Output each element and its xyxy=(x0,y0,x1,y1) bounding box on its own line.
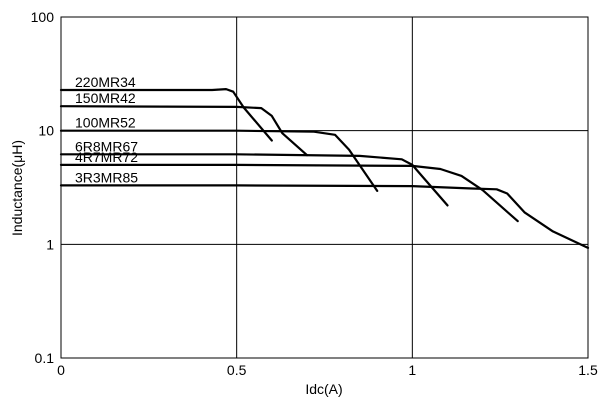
series-lines xyxy=(59,87,590,249)
series-line-150mr42 xyxy=(59,105,308,157)
series-line-220mr34 xyxy=(59,87,273,142)
y-tick-label: 1 xyxy=(46,236,54,252)
plot-frame xyxy=(60,16,589,359)
x-tick-label: 0.5 xyxy=(227,362,247,378)
y-tick-label: 100 xyxy=(31,9,55,25)
x-tick-label: 1.5 xyxy=(578,362,598,378)
series-label-6r8mr67: 6R8MR67 xyxy=(75,138,138,154)
series-label-220mr34: 220MR34 xyxy=(75,74,136,90)
y-tick-label: 10 xyxy=(38,123,54,139)
series-label-150mr42: 150MR42 xyxy=(75,90,136,106)
series-line-3r3mr85 xyxy=(59,184,590,249)
x-tick-label: 1 xyxy=(408,362,416,378)
series-line-6r8mr67 xyxy=(59,153,449,207)
x-tick-label: 0 xyxy=(57,362,65,378)
x-axis-label: Idc(A) xyxy=(305,381,342,397)
tick-labels: 0 0.5 1 1.5 0.1 1 10 100 xyxy=(31,9,598,378)
series-label-100mr52: 100MR52 xyxy=(75,115,136,131)
series-label-4r7mr72: 4R7MR72 xyxy=(75,149,138,165)
y-tick-label: 0.1 xyxy=(35,350,55,366)
y-axis-label: Inductance(μH) xyxy=(9,140,25,236)
grid xyxy=(61,17,588,358)
series-line-4r7mr72 xyxy=(59,163,519,223)
series-label-3r3mr85: 3R3MR85 xyxy=(75,169,138,185)
